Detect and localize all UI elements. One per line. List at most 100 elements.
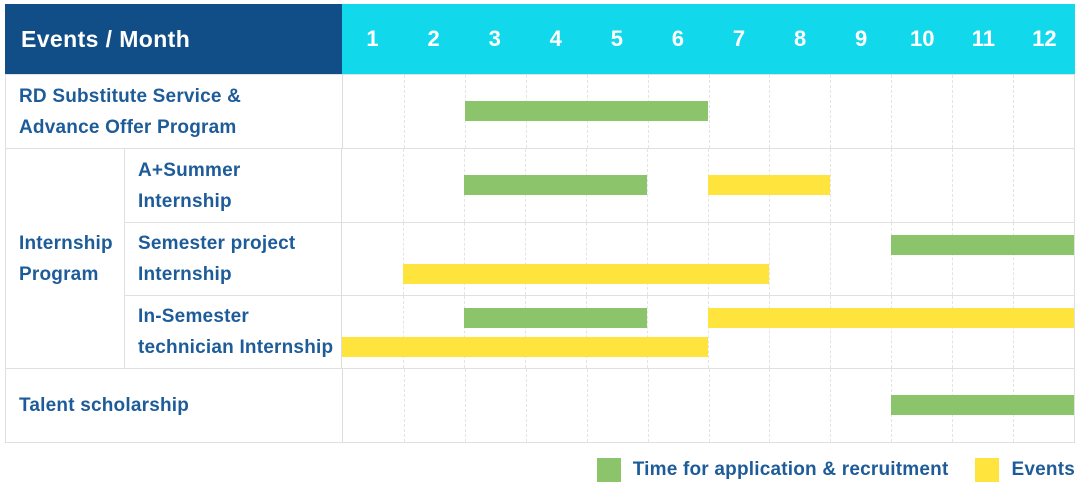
month-gridline (647, 369, 649, 442)
events-month-header-cell: Events / Month (5, 4, 342, 74)
month-gridline (403, 296, 404, 368)
month-gridline (769, 369, 771, 442)
month-gridline (830, 296, 831, 368)
month-header-cell: 7 (732, 26, 746, 51)
month-header-cell: 2 (427, 26, 440, 51)
group-label-cell: Internship Program (6, 149, 125, 368)
table-row: Talent scholarship (6, 369, 1074, 442)
month-header-cell: 3 (488, 26, 501, 51)
month-gridline (586, 369, 588, 442)
month-header-cell: 9 (855, 26, 868, 51)
month-gridline (891, 296, 892, 368)
row-section: RD Substitute Service & Advance Offer Pro… (6, 74, 1074, 148)
bar-events (708, 175, 830, 195)
month-gridline (403, 149, 404, 222)
month-header-cell: 4 (549, 26, 562, 51)
bar-events (342, 337, 708, 357)
row-chart-cell (342, 75, 1074, 148)
row-label: Internship (138, 190, 232, 212)
row-label: Talent scholarship (19, 395, 190, 416)
month-gridline (403, 75, 405, 148)
bar-recruitment (891, 235, 1074, 255)
row-chart-cell (341, 149, 1074, 222)
month-gridline (525, 223, 526, 295)
month-gridline (891, 223, 892, 295)
month-header-cell: 12 (1032, 26, 1057, 51)
month-gridline (708, 223, 709, 295)
month-gridline (464, 369, 466, 442)
row-container: A+Summer Internship Semester project Intern… (125, 149, 1074, 368)
legend-swatch-recruitment-icon (596, 458, 621, 482)
month-header-cell: 10 (910, 26, 935, 51)
month-header-cell: 11 (971, 26, 995, 51)
bar-recruitment (464, 101, 709, 121)
bar-recruitment (464, 308, 647, 328)
month-header-cell: 5 (610, 26, 623, 51)
bar-recruitment (464, 175, 647, 195)
row-label-cell: Talent scholarship (6, 369, 342, 442)
month-gridline (586, 223, 587, 295)
month-gridline (525, 369, 527, 442)
month-gridline (769, 75, 771, 148)
month-gridline (708, 369, 710, 442)
row-label: A+Summer (138, 159, 241, 181)
month-gridline (647, 296, 648, 368)
row-container: Talent scholarship (6, 369, 1074, 442)
month-gridline (952, 296, 953, 368)
month-gridline (952, 75, 954, 148)
table-row: Semester project Internship (125, 222, 1074, 295)
table-body: RD Substitute Service & Advance Offer Pro… (6, 74, 1074, 442)
month-gridline (830, 223, 831, 295)
month-gridline (1013, 149, 1014, 222)
row-chart-cell (341, 223, 1074, 295)
month-gridline (830, 149, 831, 222)
month-gridline (769, 223, 770, 295)
month-gridline (403, 223, 404, 295)
legend-swatch-events-icon (975, 458, 1000, 482)
month-gridline (830, 75, 832, 148)
month-header-cell: 6 (671, 26, 685, 51)
month-gridline (1013, 75, 1015, 148)
month-gridline (525, 296, 526, 368)
row-label-cell: In-Semester technician Internship (125, 296, 341, 368)
month-gridline (952, 223, 953, 295)
table-row: In-Semester technician Internship (125, 295, 1074, 368)
row-chart-cell (341, 296, 1074, 368)
month-gridline (708, 75, 710, 148)
table-row: A+Summer Internship (125, 149, 1074, 222)
row-label-cell: A+Summer Internship (125, 149, 341, 222)
table-header-row: Events / Month 1 2 3 4 5 6 7 8 9 10 11 12 (5, 4, 1075, 74)
month-header: 1 2 3 4 5 6 7 8 9 10 11 12 (342, 4, 1075, 74)
row-chart-cell (342, 369, 1074, 442)
month-gridline (1013, 296, 1014, 368)
row-label: technician Internship (138, 337, 334, 358)
month-gridline (708, 296, 709, 368)
month-header-cell: 8 (793, 26, 807, 51)
month-gridline (952, 149, 953, 222)
row-label: Semester project (138, 233, 296, 254)
month-gridline (1013, 223, 1014, 295)
month-gridline (891, 75, 893, 148)
month-gridline (464, 223, 465, 295)
row-label: Advance Offer Program (19, 116, 237, 138)
month-gridline (891, 149, 892, 222)
row-group-section: Internship Program A+Summer Internship Semes… (6, 148, 1074, 368)
legend-label-recruitment: Time for application & recruitment (632, 459, 949, 480)
gantt-table: Events / Month 1 2 3 4 5 6 7 8 9 10 11 12 RD Substi… (5, 4, 1075, 443)
group-label: Internship (19, 232, 113, 254)
month-gridline (830, 369, 832, 442)
bar-events (403, 264, 769, 284)
legend-label-events: Events (1011, 459, 1075, 480)
bar-recruitment (891, 395, 1074, 415)
row-label: In-Semester (138, 306, 249, 327)
legend: Time for application & recruitment Event… (596, 452, 1075, 488)
month-gridline (464, 296, 465, 368)
month-gridline (403, 369, 405, 442)
bar-events (708, 308, 1074, 328)
month-gridline (586, 296, 587, 368)
table-row: RD Substitute Service & Advance Offer Pro… (6, 75, 1074, 148)
month-gridline (769, 296, 770, 368)
row-container: RD Substitute Service & Advance Offer Pro… (6, 75, 1074, 148)
row-label: Internship (138, 264, 232, 285)
row-label-cell: Semester project Internship (125, 223, 341, 295)
